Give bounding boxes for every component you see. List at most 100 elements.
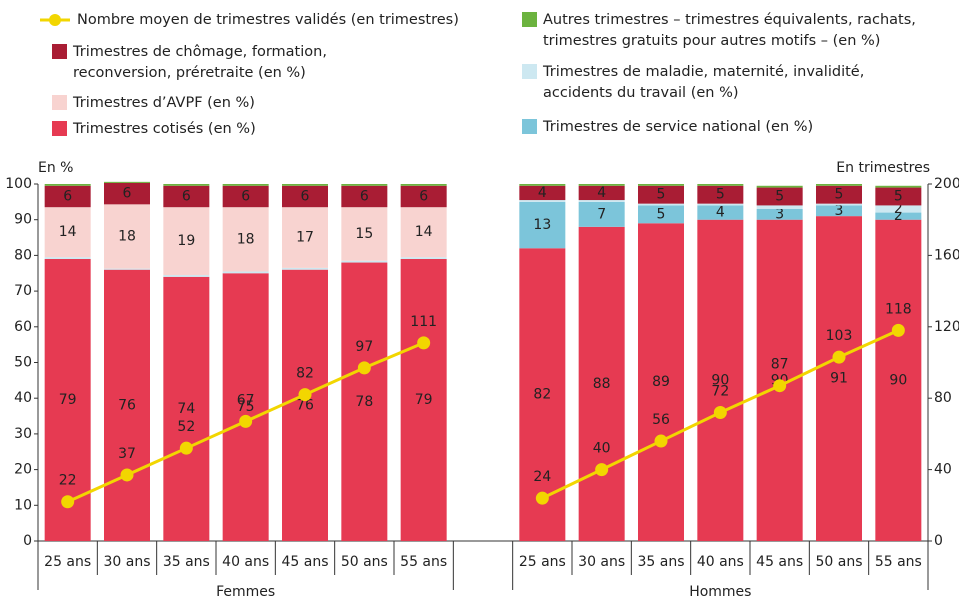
bar-value-label: 18 — [237, 231, 255, 247]
y-tick-label: 80 — [14, 247, 32, 263]
bar-value-label: 76 — [118, 397, 136, 413]
bar-value-label: 79 — [59, 392, 77, 408]
bar-segment — [400, 184, 447, 186]
group-label: Femmes — [216, 584, 275, 600]
bar-value-label: 5 — [716, 187, 725, 203]
y-tick-label: 0 — [23, 533, 32, 549]
x-tick-label: 45 ans — [281, 554, 328, 570]
y-tick-label: 70 — [14, 283, 32, 299]
bar-segment — [578, 185, 625, 201]
line-value-label: 56 — [652, 412, 670, 428]
y2-tick-label: 200 — [934, 176, 959, 192]
bar-value-label: 88 — [593, 376, 611, 392]
legend-label: Autres trimestres – trimestres équivalen… — [543, 12, 916, 49]
x-tick-label: 40 ans — [697, 554, 744, 570]
bar-segment — [104, 268, 150, 270]
bar-segment — [756, 185, 803, 188]
y2-tick-label: 120 — [934, 319, 959, 335]
bar-segment — [400, 257, 447, 259]
x-tick-label: 40 ans — [222, 554, 269, 570]
bar-value-label: 89 — [652, 374, 670, 390]
line-value-label: 72 — [711, 383, 729, 399]
line-value-label: 37 — [118, 446, 136, 462]
x-tick-label: 30 ans — [103, 554, 150, 570]
bar-value-label: 6 — [182, 188, 191, 204]
bar-value-label: 13 — [533, 217, 551, 233]
x-tick-label: 25 ans — [519, 554, 566, 570]
legend-swatch — [522, 12, 537, 27]
line-point — [120, 468, 134, 482]
bar-segment — [44, 257, 91, 259]
legend-marker — [40, 14, 70, 26]
legend-swatch — [52, 44, 67, 59]
line-point — [891, 323, 905, 337]
bar-segment — [163, 275, 210, 277]
legend-label: Trimestres de maladie, maternité, invali… — [543, 64, 865, 101]
bar-segment — [282, 267, 328, 270]
bar-value-label: 3 — [835, 203, 844, 219]
bar-segment — [222, 273, 269, 541]
line-point — [832, 350, 846, 364]
bar-segment — [638, 203, 684, 206]
x-tick-label: 55 ans — [875, 554, 922, 570]
line-value-label: 24 — [533, 469, 551, 485]
line-value-label: 111 — [410, 314, 437, 330]
bar-segment — [638, 185, 684, 204]
y-tick-label: 90 — [14, 212, 32, 228]
y2-tick-label: 80 — [934, 390, 952, 406]
bar-value-label: 14 — [415, 224, 433, 240]
bar-segment — [282, 184, 328, 186]
bar-segment — [341, 184, 388, 186]
bar-segment — [222, 271, 269, 274]
line-point — [357, 361, 371, 375]
bar-segment — [282, 207, 328, 268]
bar-value-label: 5 — [657, 187, 666, 203]
bar-segment — [875, 187, 922, 206]
bar-value-label: 5 — [894, 188, 903, 204]
line-point — [417, 336, 431, 350]
bar-segment — [697, 205, 744, 220]
bar-segment — [282, 269, 328, 541]
bar-segment — [104, 204, 150, 269]
bar-segment — [163, 185, 210, 208]
bar-value-label: 5 — [835, 187, 844, 203]
bar-segment — [222, 185, 269, 208]
bar-value-label: 5 — [775, 188, 784, 204]
bar-segment — [163, 207, 210, 276]
bar-segment — [341, 185, 388, 208]
legend-swatch — [52, 95, 67, 110]
bar-value-label: 91 — [830, 371, 848, 387]
bar-segment — [44, 184, 91, 186]
y2-axis-title: En trimestres — [836, 160, 930, 176]
bar-segment — [697, 184, 744, 186]
x-tick-label: 45 ans — [756, 554, 803, 570]
bar-segment — [400, 185, 447, 208]
bar-segment — [222, 207, 269, 272]
line-value-label: 103 — [826, 328, 853, 344]
bar-segment — [104, 269, 150, 541]
line-point — [713, 405, 727, 419]
bar-value-label: 7 — [597, 206, 606, 222]
legend-label: Trimestres d’AVPF (en %) — [73, 95, 255, 111]
line-value-label: 67 — [237, 392, 255, 408]
y2-tick-label: 0 — [934, 533, 943, 549]
bar-segment — [816, 185, 862, 204]
bar-segment — [756, 208, 803, 220]
bar-segment — [578, 201, 625, 227]
bar-segment — [816, 203, 862, 206]
legend-label: Trimestres de chômage, formation, reconv… — [73, 44, 327, 81]
bar-value-label: 5 — [657, 206, 666, 222]
x-tick-label: 50 ans — [815, 554, 862, 570]
bar-value-label: 6 — [63, 188, 72, 204]
bar-value-label: 90 — [711, 372, 729, 388]
bar-value-label: 18 — [118, 228, 136, 244]
x-tick-label: 35 ans — [637, 554, 684, 570]
bar-segment — [163, 184, 210, 186]
bar-value-label: 2 — [894, 201, 903, 217]
bar-segment — [697, 203, 744, 206]
line-point — [179, 441, 193, 455]
y-tick-label: 20 — [14, 462, 32, 478]
legend-swatch — [522, 64, 537, 79]
